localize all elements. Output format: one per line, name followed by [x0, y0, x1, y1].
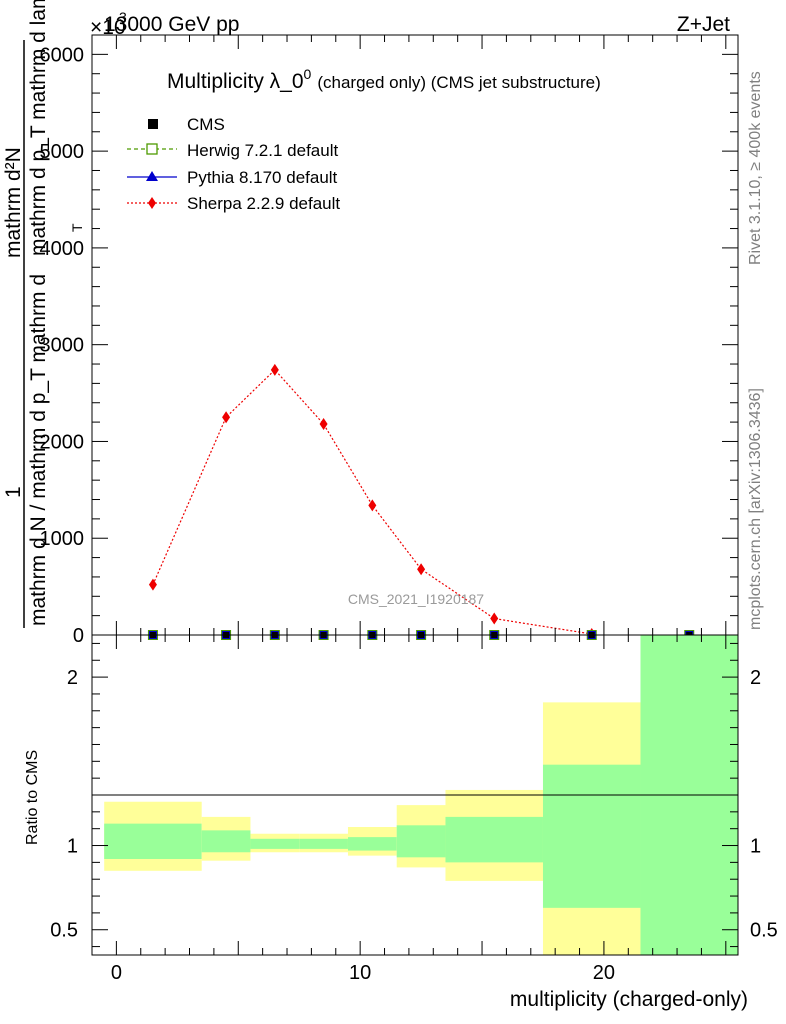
main-ytick-label: 2000: [40, 431, 85, 453]
ratio-band-inner: [396, 825, 446, 858]
y-label-subscript: T: [69, 223, 85, 232]
main-ytick-label: 0: [73, 625, 84, 647]
ratio-ytick-label-left: 1: [67, 836, 78, 858]
ratio-band-inner: [201, 830, 251, 853]
main-ytick-label: 4000: [40, 238, 85, 260]
ratio-ytick-label-left: 2: [67, 667, 78, 689]
legend-marker-sherpa: [148, 197, 156, 209]
plot-title-sup: 0: [304, 66, 312, 82]
y-exponent-base: ×10: [90, 16, 126, 39]
ratio-ytick-label-right: 2: [750, 667, 761, 689]
rivet-label: Rivet 3.1.10, ≥ 400k events: [747, 71, 764, 265]
main-ytick-label: 3000: [40, 335, 85, 357]
ratio-xtick-label: 0: [111, 962, 122, 984]
legend-marker-cms: [148, 119, 158, 129]
ratio-xtick-label: 10: [349, 962, 371, 984]
ratio-band-inner: [542, 764, 641, 908]
y-label-denominator: mathrm d p_T mathrm d lambda: [27, 0, 50, 256]
legend-entry-cms: CMS: [148, 115, 225, 134]
ratio-xtick-label: 20: [593, 962, 615, 984]
legend-label-pythia: Pythia 8.170 default: [187, 168, 338, 187]
ratio-band-inner: [299, 838, 348, 849]
main-ytick-label: 1000: [40, 528, 85, 550]
ratio-ytick-label-right: 0.5: [750, 920, 778, 942]
y-exponent: ×10 3: [90, 9, 127, 39]
sherpa-point: [417, 563, 426, 576]
sherpa-point: [270, 363, 279, 376]
x-axis-label: multiplicity (charged-only): [510, 988, 748, 1011]
legend-label-herwig: Herwig 7.2.1 default: [187, 141, 338, 160]
ratio-band-inner: [104, 823, 202, 859]
sherpa-point: [148, 578, 157, 591]
legend-label-sherpa: Sherpa 2.2.9 default: [187, 194, 340, 213]
ratio-ytick-label-left: 0.5: [50, 920, 78, 942]
ratio-band-inner: [445, 816, 543, 863]
y-label-bottom: mathrm d N / mathrm d p_T mathrm d: [27, 274, 50, 626]
legend-label-cms: CMS: [187, 115, 225, 134]
plot-title: Multiplicity λ_00 (charged only) (CMS jet…: [167, 66, 601, 93]
sherpa-line: [152, 368, 592, 635]
ratio-band-inner: [250, 838, 300, 849]
sherpa-point: [490, 612, 499, 625]
y-exponent-power: 3: [119, 9, 127, 25]
main-ytick-label: 6000: [40, 44, 85, 66]
sherpa-point: [368, 499, 377, 512]
y-label-numerator: mathrm d²N: [2, 147, 25, 258]
legend-marker-herwig: [146, 143, 158, 155]
main-ytick-label: 5000: [40, 141, 85, 163]
ratio-band-inner: [347, 837, 397, 851]
header-energy: 13000 GeV pp: [104, 13, 239, 36]
header-process: Z+Jet: [677, 13, 730, 36]
sherpa-point: [222, 411, 231, 424]
legend: CMS Herwig 7.2.1 default Pythia 8.170 de…: [127, 115, 340, 213]
ratio-plot-area: 0.5 0.51 12 20 10 20: [50, 634, 778, 984]
plot-title-suffix: (charged only) (CMS jet substructure): [317, 73, 600, 92]
ratio-ytick-label-right: 1: [750, 836, 761, 858]
legend-entry-herwig: Herwig 7.2.1 default: [127, 141, 338, 160]
ratio-y-label: Ratio to CMS: [24, 750, 41, 845]
sherpa-point: [319, 418, 328, 431]
y-label-one: 1: [2, 486, 25, 498]
plot-title-main: Multiplicity λ_0: [167, 70, 304, 93]
legend-entry-pythia: Pythia 8.170 default: [127, 168, 338, 187]
mcplots-label: mcplots.cern.ch [arXiv:1306.3436]: [747, 388, 764, 630]
legend-marker-pythia: [146, 171, 158, 181]
main-plot-area: 0 1000 2000 3000 4000 5000 6000: [40, 34, 739, 647]
analysis-watermark: CMS_2021_I1920187: [348, 591, 484, 607]
legend-entry-sherpa: Sherpa 2.2.9 default: [127, 194, 340, 213]
y-axis-label: 1 mathrm d²N mathrm d p_T mathrm d lambd…: [2, 0, 85, 628]
